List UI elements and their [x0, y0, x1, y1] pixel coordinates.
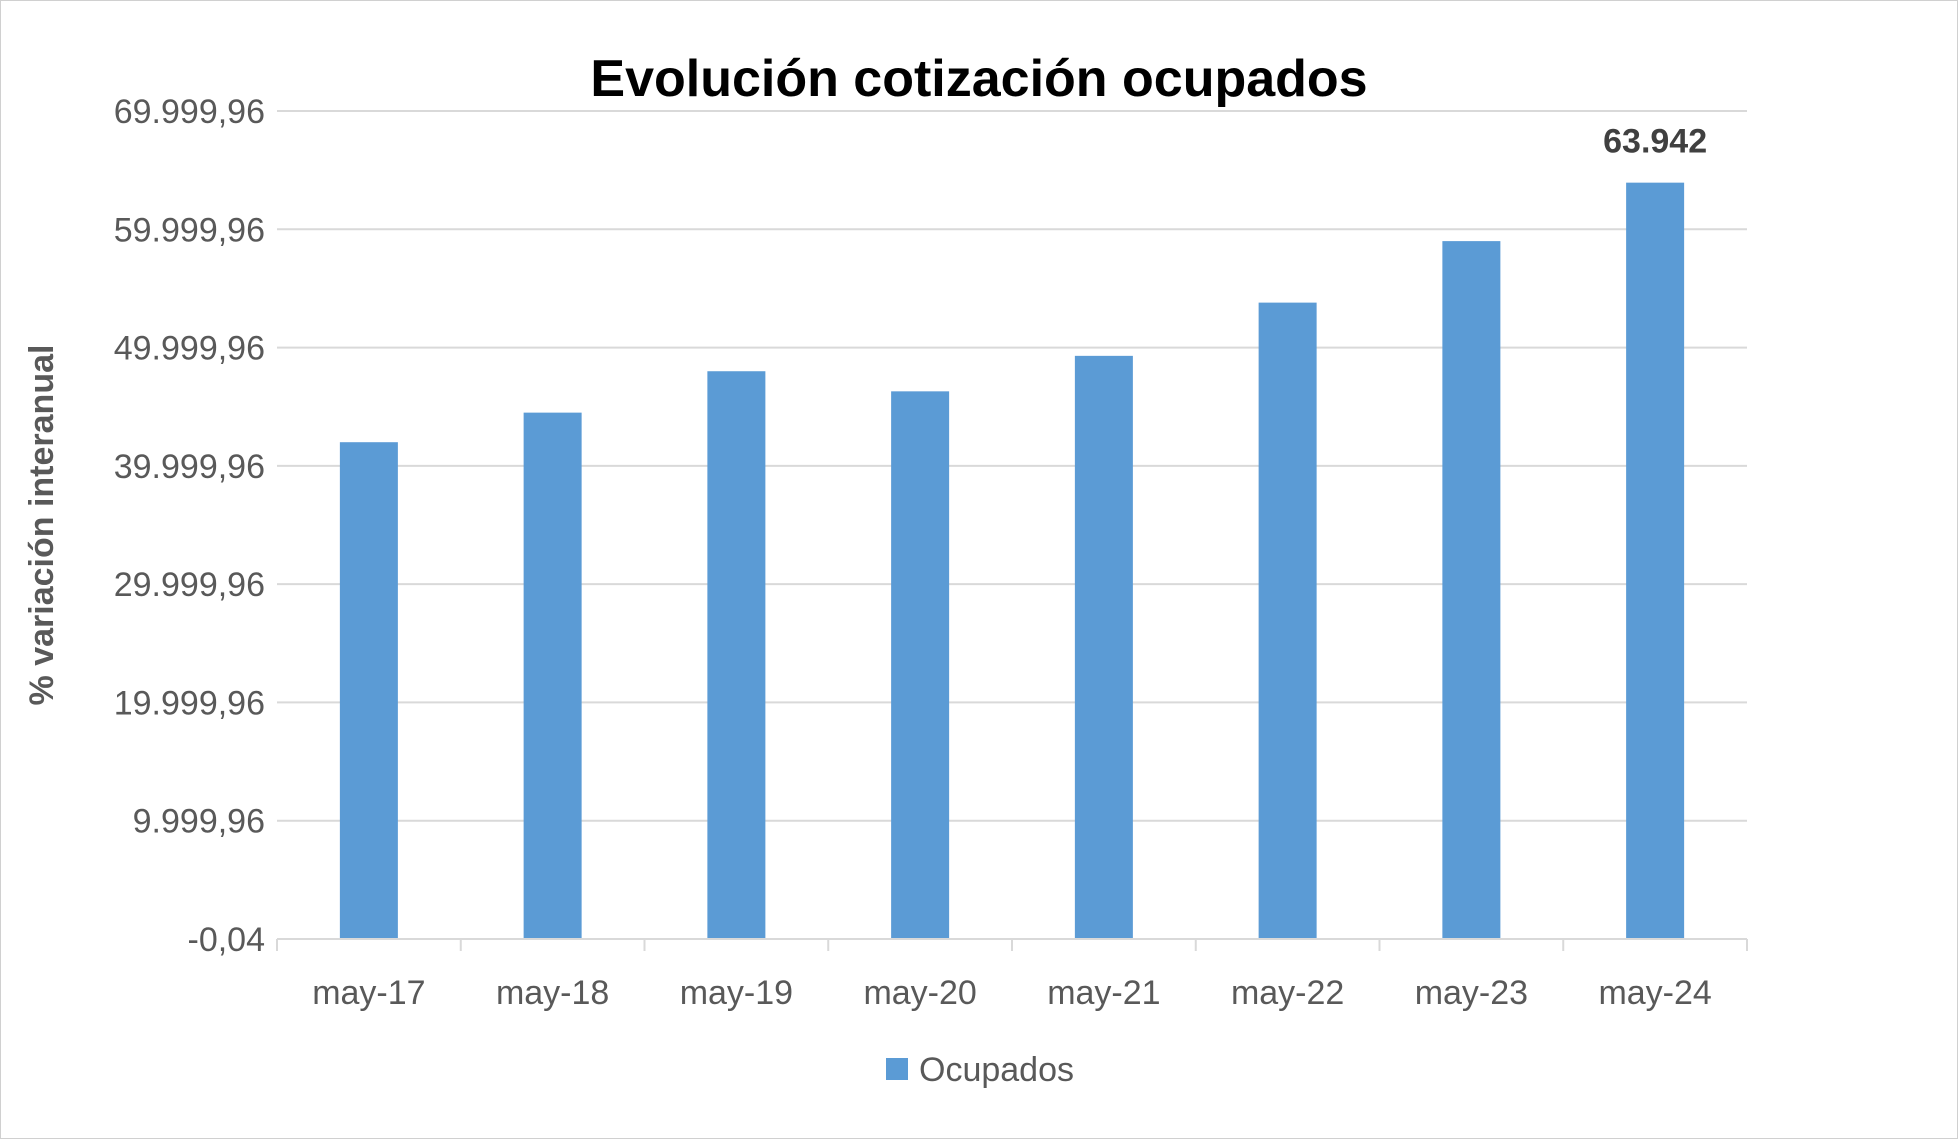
y-tick-label: 59.999,96: [114, 211, 265, 249]
y-tick-label: -0,04: [188, 921, 266, 959]
bar-may-22: [1258, 302, 1317, 939]
y-tick-label: 39.999,96: [114, 448, 265, 486]
data-labels: 63.942: [1603, 123, 1707, 161]
bar-may-20: [891, 391, 950, 939]
y-tick-label: 29.999,96: [114, 566, 265, 604]
legend: Ocupados: [886, 1051, 1074, 1089]
y-axis-ticks: -0,04 9.999,96 19.999,96 29.999,96 39.999,96…: [114, 93, 265, 959]
chart-title: Evolución cotización ocupados: [590, 50, 1367, 108]
bar-may-24: [1626, 182, 1685, 940]
bars: [339, 182, 1685, 940]
bar-may-18: [523, 412, 582, 939]
bar-may-23: [1442, 241, 1501, 939]
bar-may-21: [1074, 355, 1133, 939]
gridlines: [277, 110, 1747, 822]
legend-label-ocupados: Ocupados: [919, 1051, 1074, 1089]
x-axis-ticks: may-17 may-18 may-19 may-20 may-21 may-22 may-…: [312, 974, 1712, 1012]
x-tick-label: may-24: [1598, 974, 1711, 1012]
x-tick-label: may-19: [680, 974, 793, 1012]
y-axis-label: % variación interanual: [23, 345, 61, 706]
y-tick-label: 69.999,96: [114, 93, 265, 131]
x-tick-label: may-21: [1047, 974, 1160, 1012]
x-tick-label: may-17: [312, 974, 425, 1012]
y-tick-label: 19.999,96: [114, 684, 265, 722]
y-tick-label: 49.999,96: [114, 330, 265, 368]
x-axis: [276, 938, 1748, 951]
bar-may-19: [707, 371, 766, 939]
x-tick-label: may-22: [1231, 974, 1344, 1012]
legend-swatch-ocupados: [886, 1058, 908, 1080]
data-label: 63.942: [1603, 123, 1707, 161]
x-tick-label: may-20: [863, 974, 976, 1012]
bar-may-17: [339, 442, 398, 939]
x-tick-label: may-18: [496, 974, 609, 1012]
y-tick-label: 9.999,96: [133, 803, 265, 841]
x-tick-label: may-23: [1415, 974, 1528, 1012]
